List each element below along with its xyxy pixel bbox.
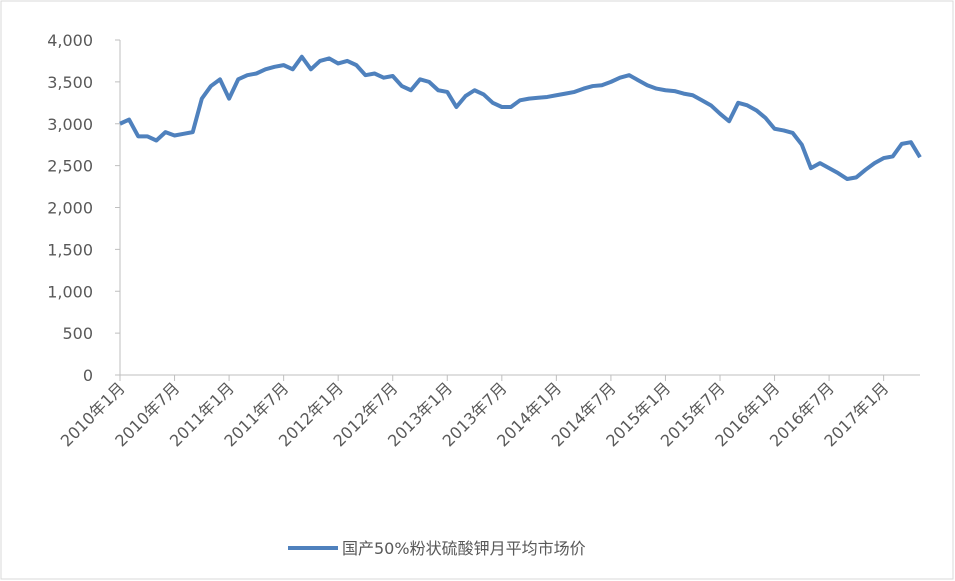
y-tick-label: 500 <box>62 324 93 343</box>
legend-label: 国产50%粉状硫酸钾月平均市场价 <box>342 539 586 558</box>
y-tick-label: 1,500 <box>47 240 93 259</box>
y-tick-label: 1,000 <box>47 282 93 301</box>
y-tick-label: 3,000 <box>47 115 93 134</box>
y-tick-label: 2,500 <box>47 157 93 176</box>
y-tick-label: 4,000 <box>47 31 93 50</box>
y-tick-label: 2,000 <box>47 199 93 218</box>
y-tick-label: 0 <box>83 366 93 385</box>
line-series <box>119 54 922 182</box>
y-tick-label: 3,500 <box>47 73 93 92</box>
